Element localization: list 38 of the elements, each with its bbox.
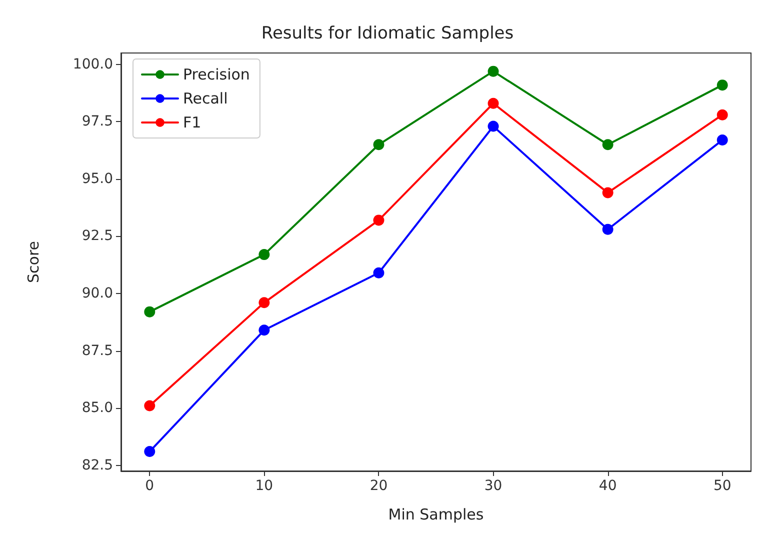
x-tick-label: 30 <box>484 478 502 494</box>
point <box>716 80 728 91</box>
y-tick-label: 100.0 <box>72 56 113 72</box>
point <box>488 98 499 109</box>
x-tick-label: 50 <box>713 478 732 494</box>
point <box>602 187 614 198</box>
point <box>373 267 384 278</box>
point <box>258 249 270 260</box>
point <box>144 306 156 318</box>
y-tick-label: 85.0 <box>82 400 113 416</box>
point <box>144 446 156 458</box>
legend-label: Recall <box>183 90 228 108</box>
x-tick-label: 10 <box>255 478 274 494</box>
x-tick-label: 20 <box>370 478 388 494</box>
y-tick-label: 87.5 <box>82 342 113 359</box>
point <box>373 214 384 226</box>
y-tick-label: 95.0 <box>82 170 113 187</box>
point <box>258 324 270 336</box>
y-tick-label: 92.5 <box>82 228 113 244</box>
y-tick-label: 97.5 <box>82 114 113 130</box>
x-tick-label: 0 <box>145 478 154 494</box>
point <box>716 134 728 146</box>
point <box>602 224 614 235</box>
y-tick-label: 90.0 <box>82 285 113 302</box>
x-tick-label: 40 <box>598 478 617 494</box>
chart-title: Results for Idiomatic Samples <box>261 24 514 44</box>
point <box>373 139 384 150</box>
point <box>488 120 499 132</box>
legend-label: F1 <box>183 114 202 132</box>
y-axis-title: Score <box>24 240 42 284</box>
point <box>602 139 614 150</box>
x-axis-title: Min Samples <box>388 506 484 524</box>
point <box>716 109 728 120</box>
legend-label: Precision <box>183 66 250 84</box>
y-tick-label: 82.5 <box>82 457 113 474</box>
point <box>144 400 156 412</box>
point <box>488 66 499 77</box>
point <box>258 297 270 308</box>
